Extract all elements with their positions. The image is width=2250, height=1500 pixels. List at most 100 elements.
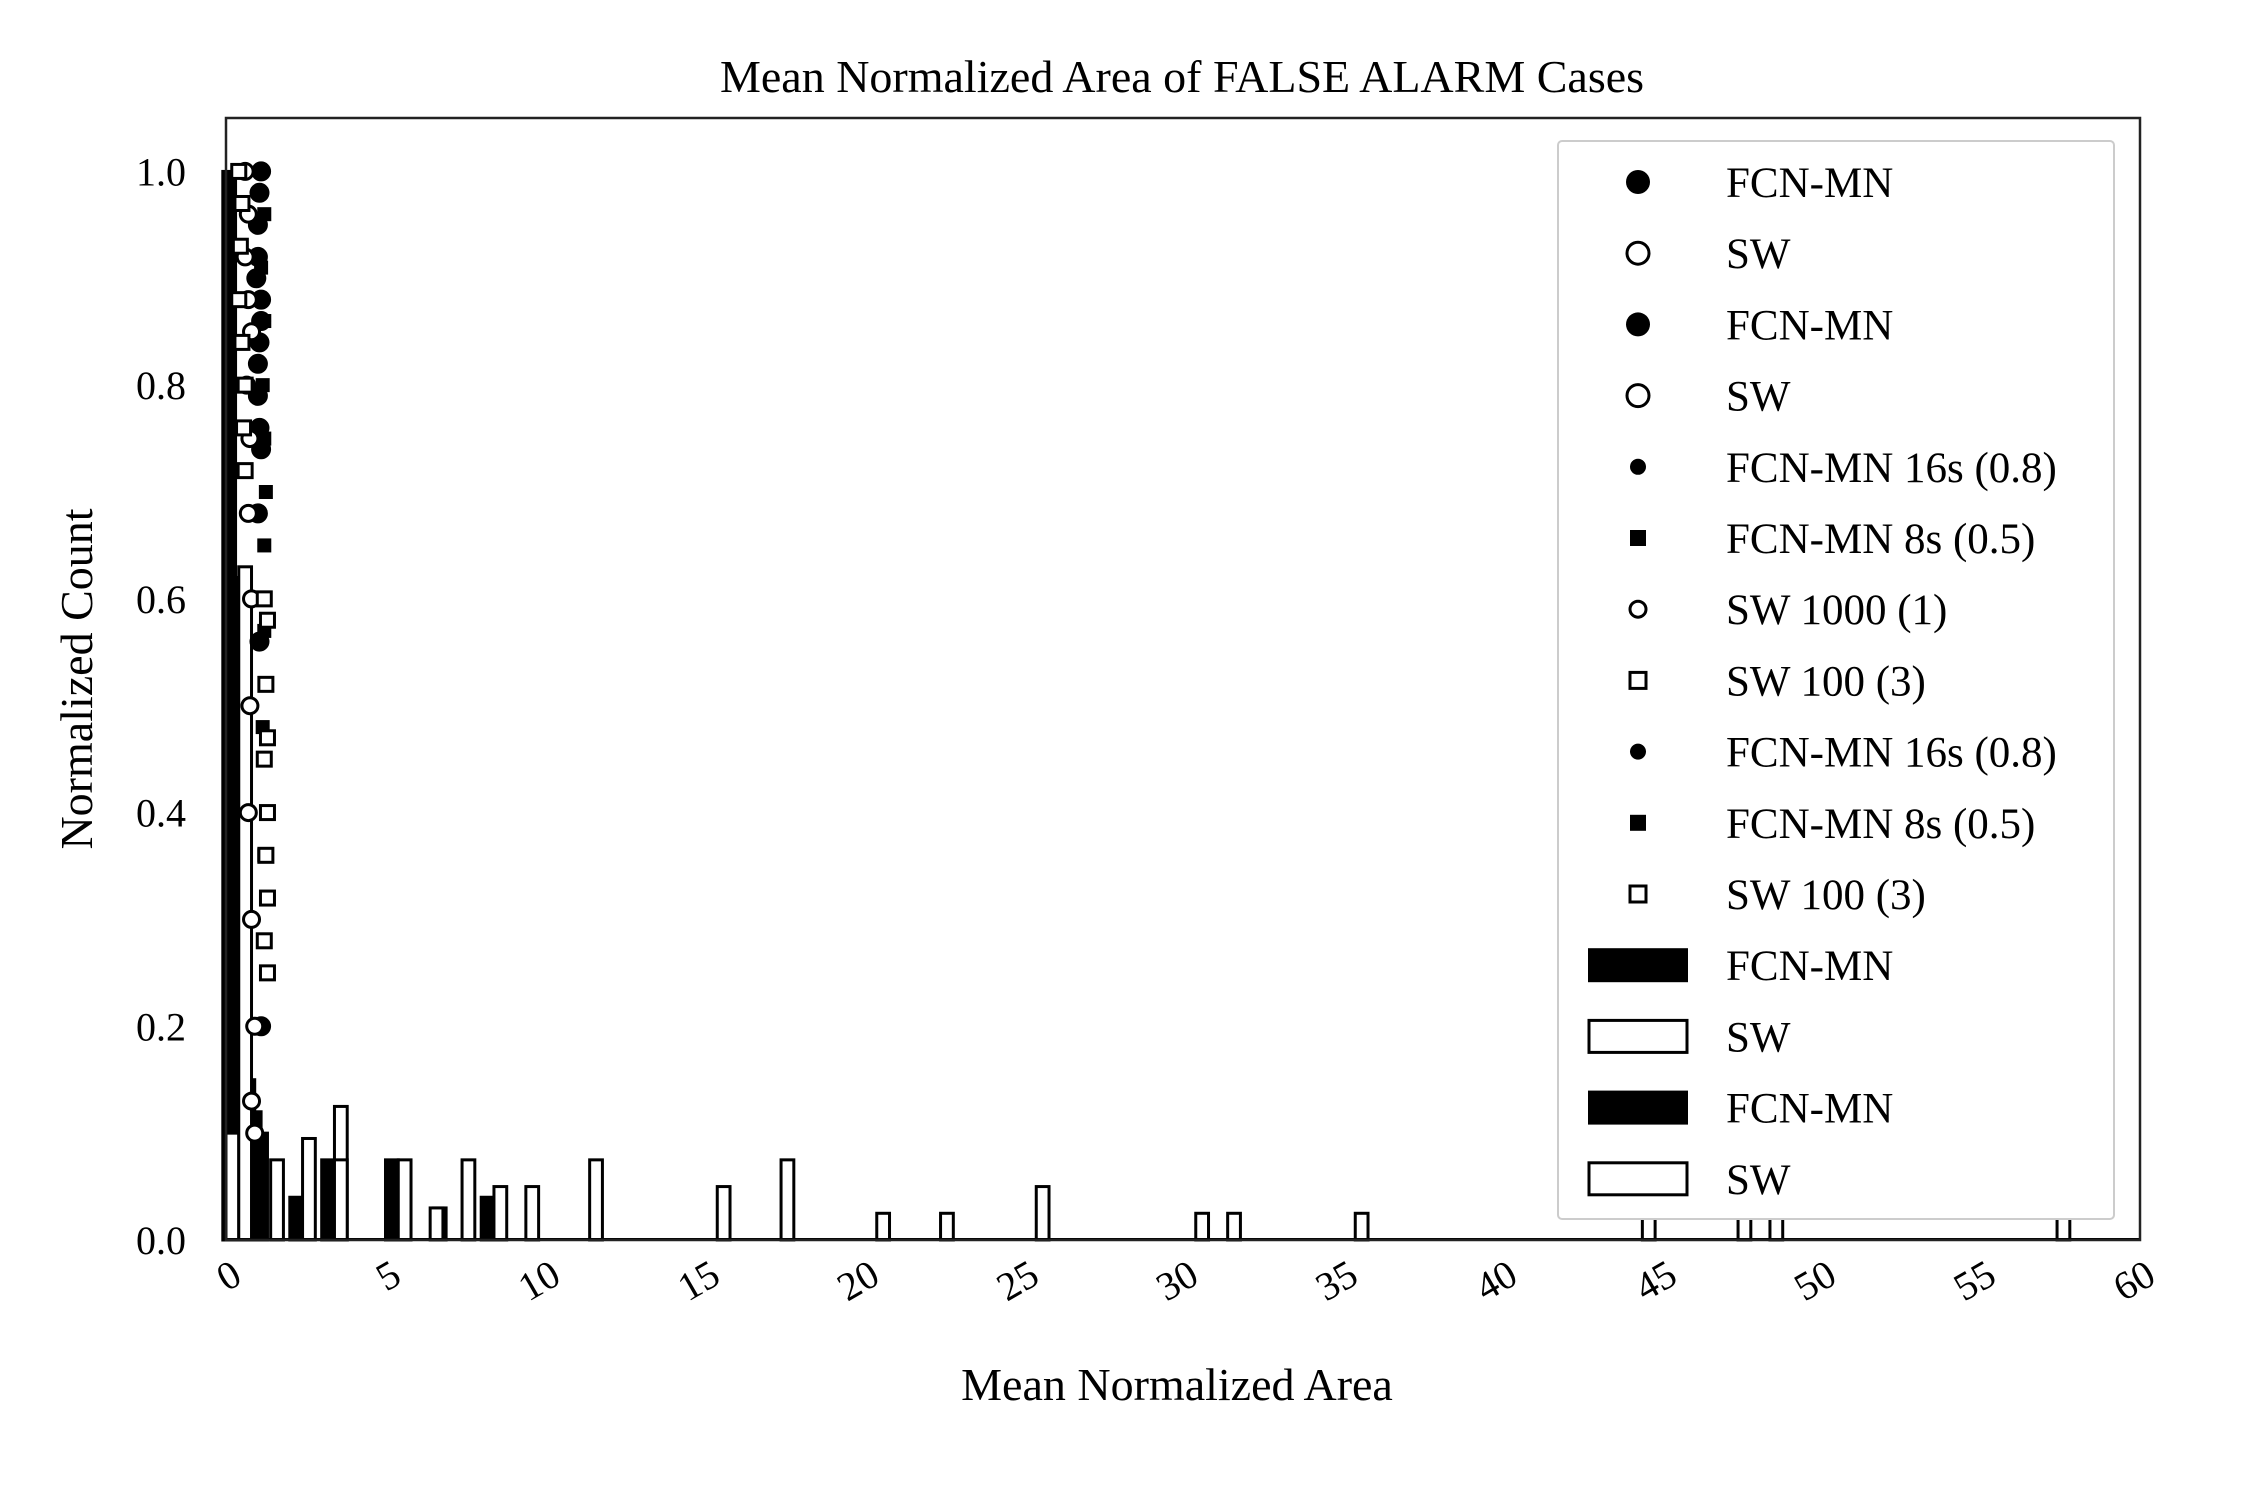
chart-title: Mean Normalized Area of FALSE ALARM Case… [720,51,1644,102]
y-tick-label: 0.6 [136,577,186,622]
data-point [257,207,272,222]
legend-marker [1628,670,1648,690]
legend-marker [1626,170,1650,194]
legend-label: SW 100 (3) [1726,658,1926,705]
data-point [236,462,254,480]
legend-marker [1630,743,1646,760]
data-point [257,538,272,553]
legend-entry: SW 1000 (1) [1628,587,1947,634]
bar [1353,1211,1370,1242]
bar [460,1158,477,1242]
bar [301,1136,317,1242]
legend-entry: FCN-MN 16s (0.8) [1630,730,2057,777]
data-point [255,750,273,768]
bar [269,1158,285,1242]
legend-marker [1625,383,1651,409]
data-point [249,182,270,203]
legend-marker [1626,312,1650,337]
legend-label: SW 1000 (1) [1726,587,1947,634]
bar [588,1158,604,1242]
plot-frame [224,116,2142,1242]
y-ticks: 0.0 0.2 0.4 0.6 0.8 1.0 [136,149,186,1263]
data-point [255,932,273,950]
data-point [240,696,260,716]
data-point [236,376,254,394]
bar [332,1158,349,1242]
legend-marker [1625,240,1651,266]
legend-label: FCN-MN [1726,1086,1893,1133]
data-point [254,260,269,275]
bar [396,1158,413,1242]
legend-entry: FCN-MN [1588,943,1893,990]
legend-marker [1588,1090,1688,1125]
data-point [231,237,249,255]
legend-marker [1630,814,1646,831]
legend-label: SW [1726,1014,1791,1061]
data-point [233,194,251,212]
legend-label: SW [1726,1157,1791,1204]
bar [492,1185,509,1242]
data-point [257,431,272,446]
legend-entry: FCN-MN [1626,302,1893,349]
legend-label: FCN-MN [1726,302,1893,349]
bar [1194,1211,1211,1242]
legend-frame [1557,140,2115,1220]
x-axis-label: Mean Normalized Area [961,1359,1393,1410]
data-point [235,419,253,437]
legend-label: SW 100 (3) [1726,872,1926,919]
data-point [257,314,272,329]
legend-marker [1630,530,1646,546]
bar [875,1211,892,1242]
legend-entry: SW [1625,231,1791,278]
data-point [258,964,276,982]
legend-label: FCN-MN 8s (0.5) [1726,801,2035,848]
data-point [245,1123,265,1143]
y-tick-label: 0.2 [136,1004,186,1049]
legend-label: FCN-MN [1726,943,1893,990]
legend-marker [1588,948,1688,983]
bar [1226,1211,1242,1242]
data-point [257,675,275,693]
bar [939,1211,955,1242]
data-point [247,353,268,374]
legend-entry: SW 100 (3) [1628,658,1926,705]
legend-label: FCN-MN [1726,160,1893,207]
data-point [238,503,258,523]
bar [384,1158,400,1242]
data-point [230,291,248,309]
legend-marker [1628,884,1648,904]
legend-entry: SW [1587,1157,1791,1204]
data-point [258,889,276,907]
legend-marker [1630,458,1646,475]
y-tick-label: 0.8 [136,363,186,408]
legend-marker [1628,599,1648,619]
legend: FCN-MN SW FCN-MN SW FCN-MN 16s (0.8) FCN-MN 8… [1557,140,2115,1220]
bar [524,1185,541,1242]
data-point [255,590,273,608]
data-point [242,909,262,929]
data-point [258,804,276,822]
legend-label: SW [1726,374,1791,421]
bar [253,1131,269,1242]
legend-entry: SW [1625,374,1791,421]
legend-entry: FCN-MN 8s (0.5) [1630,516,2035,563]
data-point [245,1016,265,1036]
legend-entry: FCN-MN 16s (0.8) [1630,445,2057,492]
legend-entry: FCN-MN 8s (0.5) [1630,801,2035,848]
data-point [255,378,270,393]
legend-entry: SW [1587,1014,1791,1061]
data-point [230,162,248,180]
bar [224,1131,241,1242]
bar [779,1158,796,1242]
data-point [257,846,275,864]
bar [288,1195,305,1242]
legend-label: SW [1726,231,1791,278]
legend-entry: FCN-MN [1588,1086,1893,1133]
data-point [251,161,272,182]
data-point [238,803,258,823]
legend-label: FCN-MN 8s (0.5) [1726,516,2035,563]
legend-entry: FCN-MN [1626,160,1893,207]
bar [320,1158,336,1242]
data-point [258,485,273,499]
data-point [242,1091,262,1111]
